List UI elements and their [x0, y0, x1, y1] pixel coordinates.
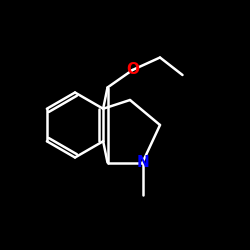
Text: O: O — [126, 62, 139, 78]
Text: N: N — [136, 155, 149, 170]
